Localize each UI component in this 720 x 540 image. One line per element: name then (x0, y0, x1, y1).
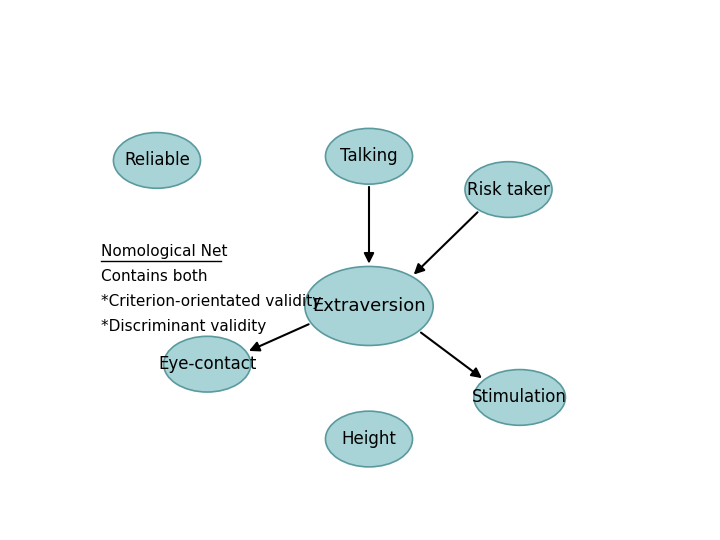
Ellipse shape (325, 411, 413, 467)
Text: Stimulation: Stimulation (472, 388, 567, 407)
Text: Height: Height (341, 430, 397, 448)
Ellipse shape (474, 369, 565, 426)
Text: Risk taker: Risk taker (467, 180, 550, 199)
Ellipse shape (163, 336, 251, 392)
Text: Eye-contact: Eye-contact (158, 355, 256, 373)
Text: Extraversion: Extraversion (312, 297, 426, 315)
Text: Contains both: Contains both (101, 269, 207, 285)
Ellipse shape (305, 266, 433, 346)
Ellipse shape (465, 161, 552, 218)
Text: Nomological Net: Nomological Net (101, 245, 228, 259)
Text: Talking: Talking (340, 147, 398, 165)
Ellipse shape (114, 133, 200, 188)
Text: *Discriminant validity: *Discriminant validity (101, 319, 266, 334)
Text: Reliable: Reliable (124, 151, 190, 170)
Ellipse shape (325, 129, 413, 184)
Text: *Criterion-orientated validity: *Criterion-orientated validity (101, 294, 321, 309)
